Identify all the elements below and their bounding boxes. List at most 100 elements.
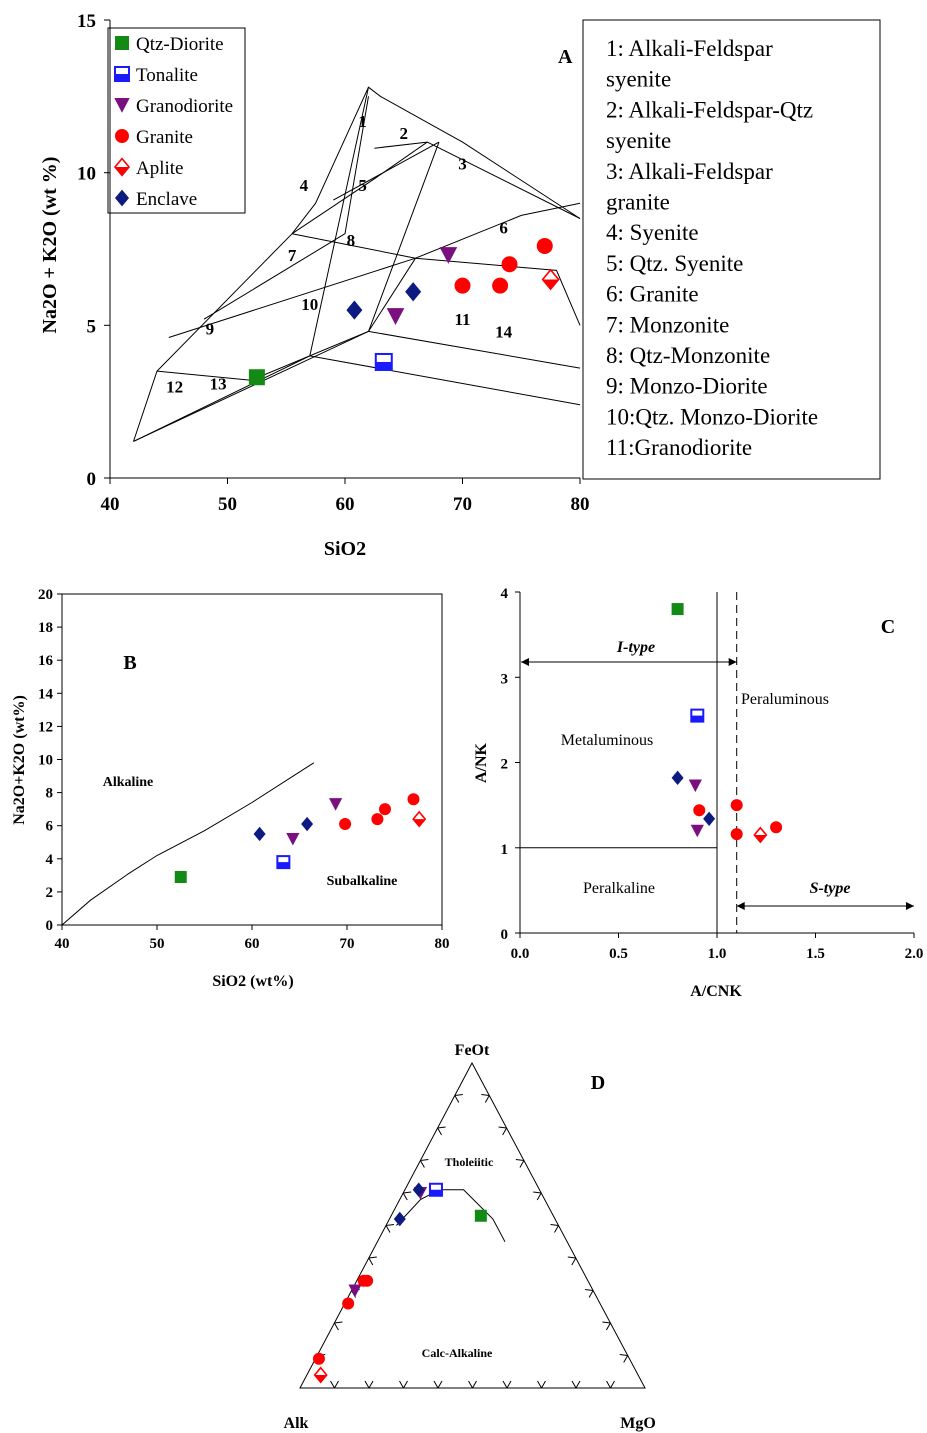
panel-d: D FeOt Alk MgO Tholeiitic Calc-Alkaline [284, 1042, 656, 1432]
panel-a-point-granite-shape [492, 277, 509, 294]
panel-d-vertex-alk: Alk [284, 1415, 309, 1432]
panel-a-x-tick-label: 50 [218, 494, 237, 515]
panel-d-point-enclave-shape [393, 1211, 406, 1227]
panel-b-label: B [123, 652, 136, 674]
panel-b-x-label: SiO2 (wt%) [212, 973, 293, 990]
panel-a-legend-marker [114, 66, 130, 82]
panel-d-point-tonalite-fill [429, 1189, 442, 1196]
panel-d-point-granite-shape [357, 1274, 370, 1287]
panel-d-tick [403, 1191, 412, 1194]
panel-d-point-granite-shape [312, 1352, 325, 1365]
panel-c-point-granite-shape [730, 799, 743, 812]
panel-d-tick [484, 1095, 490, 1103]
panel-a-field-legend-line: 4: Syenite [606, 220, 699, 245]
panel-b-x-tick-label: 80 [435, 936, 450, 952]
panel-d-tick [533, 1191, 542, 1194]
panel-a-field-number: 14 [495, 322, 513, 341]
panel-d-tick [437, 1380, 443, 1389]
panel-c-y-tick-label: 3 [501, 671, 509, 687]
panel-a-x-tick-label: 70 [453, 494, 472, 515]
panel-d-tick [334, 1380, 339, 1389]
panel-d-point-tonalite [428, 1182, 443, 1197]
panel-b-y-tick-label: 2 [46, 885, 54, 901]
panel-a-field-legend-line: 6: Granite [606, 282, 699, 307]
panel-a-legend-marker-shape [114, 98, 130, 113]
panel-a-label: A [558, 46, 573, 68]
panel-c-y-tick-label: 4 [501, 586, 509, 602]
panel-a-legend-marker-fill [115, 74, 129, 81]
panel-a-point-granodiorite [386, 308, 405, 325]
panel-c-point-enclave-shape [671, 770, 684, 786]
panel-b-field-subalkaline: Subalkaline [327, 874, 398, 889]
panel-c-s-type-label: S-type [810, 880, 851, 897]
panel-b-y-tick-label: 6 [46, 819, 54, 835]
panel-c-field-metaluminous: Metaluminous [561, 732, 653, 749]
panel-d-tick [502, 1380, 508, 1389]
panel-a-field-boundary [374, 141, 428, 149]
panel-a-field-number: 10 [301, 295, 318, 314]
panel-a-field-number: 2 [400, 124, 409, 143]
panel-a-point-aplite [541, 268, 560, 291]
panel-a-legend-marker-shape [115, 189, 129, 207]
panel-d-vertex-mgo: MgO [620, 1415, 656, 1432]
panel-a-point-granite-shape [536, 237, 553, 254]
panel-a-y-tick-label: 0 [87, 469, 97, 490]
panel-d-tick [402, 1192, 408, 1201]
panel-c-point-granite [693, 804, 706, 817]
panel-b-alkaline-divider [61, 762, 315, 926]
panel-d-tick [385, 1224, 395, 1226]
panel-b-y-tick-label: 0 [46, 918, 54, 934]
panel-a-field-boundary [203, 96, 369, 320]
panel-d-tick [333, 1322, 339, 1331]
panel-a-field-legend-line: syenite [606, 128, 671, 153]
panel-d-point-enclave [393, 1211, 406, 1227]
panel-b-point-granite-shape [407, 793, 420, 806]
panel-c-x-label: A/CNK [690, 983, 742, 1000]
panel-a-field-legend-line: 8: Qtz-Monzonite [606, 343, 770, 368]
panel-d-point-granodiorite [348, 1284, 362, 1298]
panel-a-field-boundary [291, 141, 581, 235]
panel-d-tick [585, 1289, 594, 1291]
panel-d-tick [571, 1380, 577, 1389]
panel-a-field-boundary [156, 330, 581, 381]
panel-d-tick [399, 1380, 404, 1389]
panel-b-y-tick-label: 8 [46, 786, 54, 802]
panel-d-tick [454, 1094, 463, 1096]
panel-a-field-legend-line: 7: Monzonite [606, 312, 729, 337]
panel-c-point-tonalite [690, 708, 705, 723]
panel-b-point-granite-shape [339, 818, 352, 831]
panel-b-field-alkaline: Alkaline [103, 775, 154, 790]
panel-c-point-enclave [671, 770, 684, 786]
panel-a-legend-label: Enclave [136, 189, 197, 210]
panel-a-field-legend-line: granite [606, 190, 670, 215]
panel-a-legend-label: Tonalite [136, 65, 198, 86]
panel-b-point-qtz-diorite-shape [174, 871, 187, 884]
panel-a-point-enclave [405, 282, 422, 302]
panel-b-point-granodiorite-shape [286, 832, 300, 846]
panel-c-y-tick-label: 2 [501, 757, 509, 773]
panel-d-tick [385, 1225, 391, 1233]
panel-d-tick [433, 1380, 439, 1389]
panel-b-x-tick-label: 70 [340, 936, 355, 952]
panel-b-y-tick-label: 20 [38, 587, 53, 603]
panel-a-field-boundary [168, 257, 581, 338]
panel-c-label: C [881, 616, 895, 638]
panel-a-point-granite [536, 237, 553, 254]
panel-a-y-label: Na2O + K2O (wt %) [39, 157, 61, 334]
panel-d-tick [602, 1321, 611, 1324]
panel-d-point-aplite [313, 1366, 328, 1384]
panel-b-y-tick-label: 14 [38, 686, 54, 702]
panel-d-tick [330, 1380, 335, 1389]
panel-c-x-tick-label: 0.5 [609, 946, 628, 962]
panel-a-field-boundary [368, 141, 440, 332]
panel-c-x-tick-label: 1.0 [708, 946, 727, 962]
panel-d-tick [454, 1095, 460, 1103]
panel-a-field-number: 13 [210, 374, 227, 393]
panel-a-y-tick-label: 10 [77, 164, 96, 185]
panel-c-point-granite [770, 821, 783, 834]
panel-d-field-calc-alkaline: Calc-Alkaline [422, 1346, 493, 1360]
panel-d-point-aplite-fill [314, 1375, 327, 1383]
panel-d-field-tholeiitic: Tholeiitic [445, 1155, 494, 1169]
panel-b-y-tick-label: 10 [38, 753, 53, 769]
panel-b-y-label: Na2O+K2O (wt%) [11, 695, 28, 825]
